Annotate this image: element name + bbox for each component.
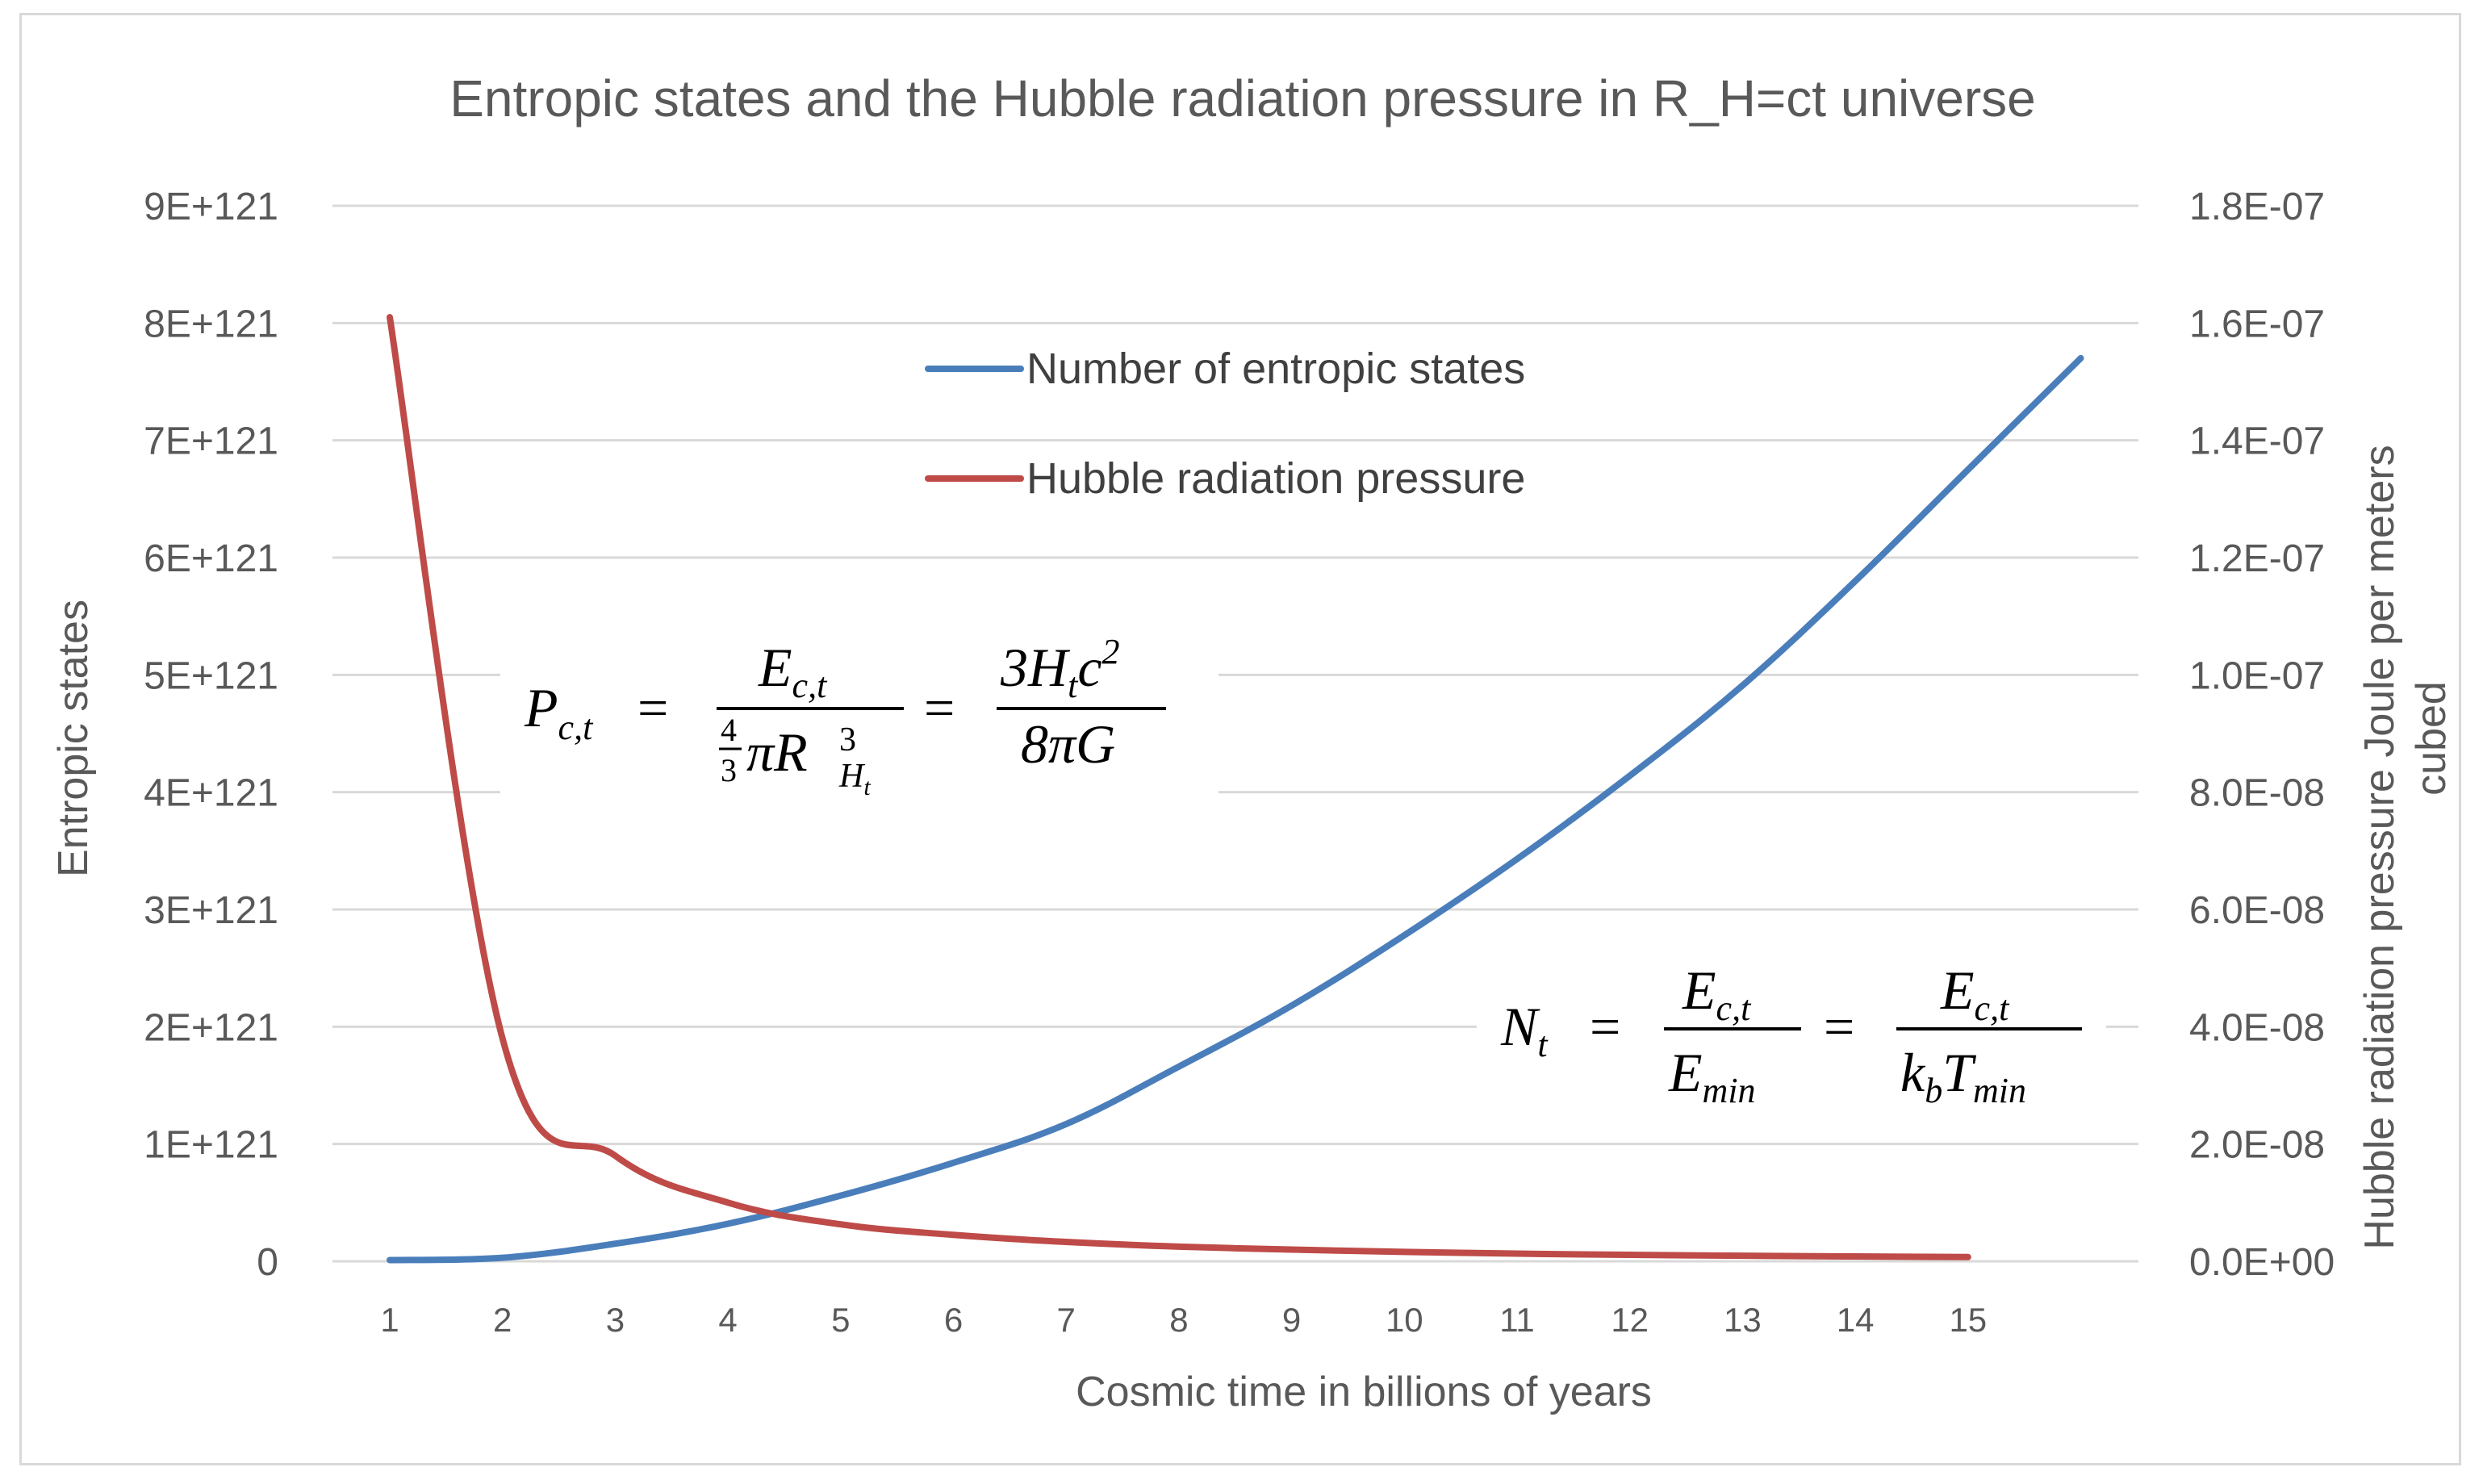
pf-P: P xyxy=(524,677,558,738)
svg-text:Pc,t: Pc,t xyxy=(524,677,594,747)
pf-num2-sub: t xyxy=(1068,666,1079,705)
pf-den2: 8πG xyxy=(1021,713,1115,775)
svg-text:Nt: Nt xyxy=(1500,996,1549,1064)
left-tick-label-9: 9E+121 xyxy=(144,186,278,228)
y-axis-label-right-line1: Hubble radiation pressure Joule per mete… xyxy=(2356,445,2403,1249)
right-tick-label-3: 6.0E-08 xyxy=(2189,889,2325,932)
left-tick-label-2: 2E+121 xyxy=(144,1006,278,1049)
pf-eq1: = xyxy=(637,677,668,738)
legend-label-pressure: Hubble radiation pressure xyxy=(1026,454,1525,503)
pf-den1-pi: π xyxy=(746,721,775,783)
left-tick-label-8: 8E+121 xyxy=(144,303,278,345)
left-tick-label-5: 5E+121 xyxy=(144,654,278,697)
pf-num2-c: c xyxy=(1077,637,1101,698)
right-tick-label-2: 4.0E-08 xyxy=(2189,1006,2325,1049)
pf-num1: E xyxy=(758,637,792,698)
x-tick-label-12: 12 xyxy=(1611,1301,1649,1339)
right-tick-label-0: 0.0E+00 xyxy=(2189,1241,2335,1284)
right-tick-label-7: 1.4E-07 xyxy=(2189,420,2325,463)
right-tick-label-4: 8.0E-08 xyxy=(2189,772,2325,815)
pressure-formula: Pc,t = Ec,t 4 3 πR 3 Ht = 3Htc2 8πG xyxy=(524,632,1166,801)
left-tick-label-0: 0 xyxy=(257,1241,278,1284)
x-tick-label-13: 13 xyxy=(1724,1301,1762,1339)
pf-den1-frac-den: 3 xyxy=(721,752,737,788)
sf-den2-k: k xyxy=(1900,1042,1926,1103)
series-layer xyxy=(387,314,2084,1264)
right-tick-label-9: 1.8E-07 xyxy=(2189,186,2325,228)
sf-num1: E xyxy=(1682,959,1716,1021)
pf-den1-frac-num: 4 xyxy=(721,712,737,748)
left-tick-label-4: 4E+121 xyxy=(144,772,278,815)
states-formula-bg xyxy=(1477,948,2106,1130)
gridlines xyxy=(332,204,2138,1263)
svg-text:Ec,t: Ec,t xyxy=(1682,959,1752,1028)
svg-text:πR: πR xyxy=(746,721,808,783)
series-line-hubble-pressure xyxy=(387,314,1971,1260)
y-axis-label-left: Entropic states xyxy=(50,600,97,877)
x-tick-label-3: 3 xyxy=(606,1301,625,1339)
pressure-formula-bg xyxy=(500,613,1219,815)
sf-N-sub: t xyxy=(1537,1025,1549,1064)
svg-text:3Htc2: 3Htc2 xyxy=(1000,632,1120,705)
svg-text:Emin: Emin xyxy=(1668,1042,1756,1110)
x-tick-label-9: 9 xyxy=(1282,1301,1301,1339)
left-tick-label-1: 1E+121 xyxy=(144,1124,278,1167)
right-axis-ticks: 0.0E+00 2.0E-08 4.0E-08 6.0E-08 8.0E-08 1.0E-… xyxy=(2189,186,2335,1284)
pf-den1-R: R xyxy=(773,721,808,783)
pf-num2-sup: 2 xyxy=(1102,632,1120,671)
x-tick-label-2: 2 xyxy=(493,1301,512,1339)
sf-eq1: = xyxy=(1590,996,1620,1057)
x-tick-label-5: 5 xyxy=(831,1301,850,1339)
left-axis-ticks: 0 1E+121 2E+121 3E+121 4E+121 5E+121 6E+121 7E+… xyxy=(144,186,278,1284)
chart-title: Entropic states and the Hubble radiation… xyxy=(449,69,2036,127)
pf-den1-R-sub: H xyxy=(838,758,866,795)
x-tick-label-14: 14 xyxy=(1837,1301,1875,1339)
sf-num1-sub: c,t xyxy=(1716,989,1753,1028)
x-tick-label-15: 15 xyxy=(1949,1301,1987,1339)
sf-den1: E xyxy=(1668,1042,1703,1103)
legend-label-entropic: Number of entropic states xyxy=(1026,345,1525,393)
y-axis-label-right-line2: cubed xyxy=(2408,681,2455,796)
states-formula: Nt = Ec,t Emin = Ec,t kbTmin xyxy=(1500,959,2082,1110)
svg-text:Ht: Ht xyxy=(838,758,871,801)
pf-eq2: = xyxy=(924,677,955,738)
sf-den2-k-sub: b xyxy=(1925,1071,1942,1110)
x-axis-ticks: 1 2 3 4 5 6 7 8 9 10 11 12 13 14 15 xyxy=(380,1301,1987,1339)
chart-frame xyxy=(19,13,2461,1465)
sf-num2-sub: c,t xyxy=(1975,989,2011,1028)
pf-P-sub: c,t xyxy=(558,708,595,747)
sf-N: N xyxy=(1500,996,1540,1057)
right-tick-label-5: 1.0E-07 xyxy=(2189,654,2325,697)
left-tick-label-6: 6E+121 xyxy=(144,537,278,580)
sf-den1-sub: min xyxy=(1703,1071,1756,1110)
x-tick-label-4: 4 xyxy=(718,1301,737,1339)
right-tick-label-8: 1.6E-07 xyxy=(2189,303,2325,345)
x-tick-label-6: 6 xyxy=(944,1301,963,1339)
left-tick-label-7: 7E+121 xyxy=(144,420,278,463)
series-line-entropic-states xyxy=(387,354,2084,1264)
x-tick-label-7: 7 xyxy=(1057,1301,1076,1339)
right-tick-label-6: 1.2E-07 xyxy=(2189,537,2325,580)
sf-den2-T: T xyxy=(1942,1042,1976,1103)
pf-den1-R-sup: 3 xyxy=(839,721,856,759)
x-axis-label: Cosmic time in billions of years xyxy=(1076,1369,1652,1415)
svg-text:Ec,t: Ec,t xyxy=(1940,959,2010,1028)
pf-num2: 3H xyxy=(1000,637,1071,698)
legend: Number of entropic states Hubble radiati… xyxy=(925,345,1525,503)
svg-text:kbTmin: kbTmin xyxy=(1900,1042,2026,1110)
x-tick-label-1: 1 xyxy=(380,1301,399,1339)
sf-den2-T-sub: min xyxy=(1973,1071,2026,1110)
pf-den1-R-subsub: t xyxy=(863,774,871,801)
svg-text:Ec,t: Ec,t xyxy=(758,637,828,705)
x-tick-label-11: 11 xyxy=(1499,1301,1535,1339)
sf-num2: E xyxy=(1940,959,1975,1021)
pf-num1-sub: c,t xyxy=(792,666,829,705)
right-tick-label-1: 2.0E-08 xyxy=(2189,1124,2325,1167)
x-tick-label-10: 10 xyxy=(1386,1301,1423,1339)
sf-eq2: = xyxy=(1824,996,1854,1057)
x-tick-label-8: 8 xyxy=(1169,1301,1188,1339)
left-tick-label-3: 3E+121 xyxy=(144,889,278,932)
